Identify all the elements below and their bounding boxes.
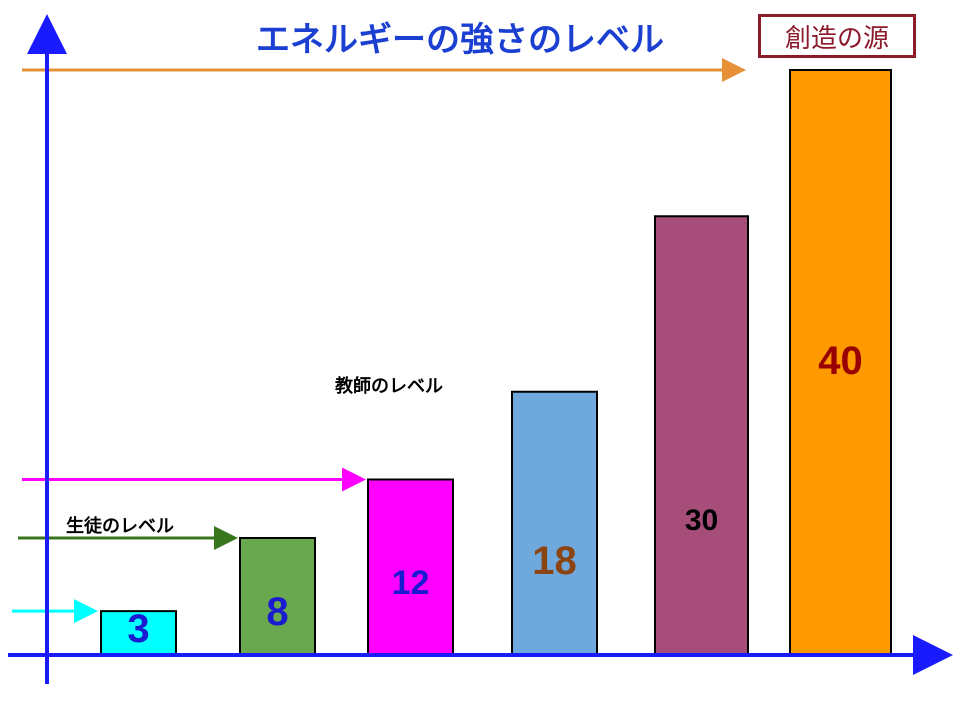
bars-layer (100, 69, 892, 656)
teacher-level-label: 教師のレベル (335, 376, 443, 397)
bar-1 (100, 610, 177, 656)
bar-value-label-4: 18 (532, 538, 577, 583)
bar-3 (367, 478, 454, 656)
chart-title: エネルギーの強さのレベル (256, 20, 664, 60)
source-label-box: 創造の源 (758, 14, 916, 58)
bar-5 (654, 215, 749, 656)
bar-value-label-1: 3 (127, 606, 150, 651)
bar-2 (239, 537, 316, 656)
source-label: 創造の源 (784, 23, 889, 54)
bar-value-label-2: 8 (266, 590, 289, 635)
bar-6 (789, 69, 892, 656)
bar-4 (511, 390, 598, 656)
level-arrows-layer (12, 58, 746, 624)
bar-value-label-5: 30 (684, 504, 719, 538)
student-level-label: 生徒のレベル (66, 516, 174, 537)
bar-value-label-3: 12 (391, 563, 430, 602)
bar-value-label-6: 40 (818, 338, 863, 383)
